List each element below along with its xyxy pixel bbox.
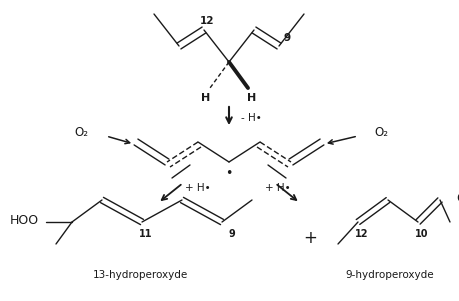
Text: •: • <box>225 167 233 181</box>
Text: 9: 9 <box>284 33 291 43</box>
Text: H: H <box>202 93 211 103</box>
Text: 11: 11 <box>139 229 153 239</box>
Text: 9-hydroperoxyde: 9-hydroperoxyde <box>346 270 434 280</box>
Text: + H•: + H• <box>185 183 211 193</box>
Text: 12: 12 <box>200 16 214 26</box>
Text: H: H <box>247 93 257 103</box>
Text: 9: 9 <box>229 229 235 239</box>
Text: HOO: HOO <box>10 213 39 226</box>
Text: + H•: + H• <box>265 183 291 193</box>
Text: O₂: O₂ <box>74 126 88 138</box>
Text: 10: 10 <box>415 229 429 239</box>
Text: 13-hydroperoxyde: 13-hydroperoxyde <box>92 270 188 280</box>
Text: OOH: OOH <box>456 191 459 204</box>
Text: O₂: O₂ <box>374 126 388 138</box>
Text: +: + <box>303 229 317 247</box>
Text: 12: 12 <box>355 229 369 239</box>
Text: - H•: - H• <box>241 113 262 123</box>
